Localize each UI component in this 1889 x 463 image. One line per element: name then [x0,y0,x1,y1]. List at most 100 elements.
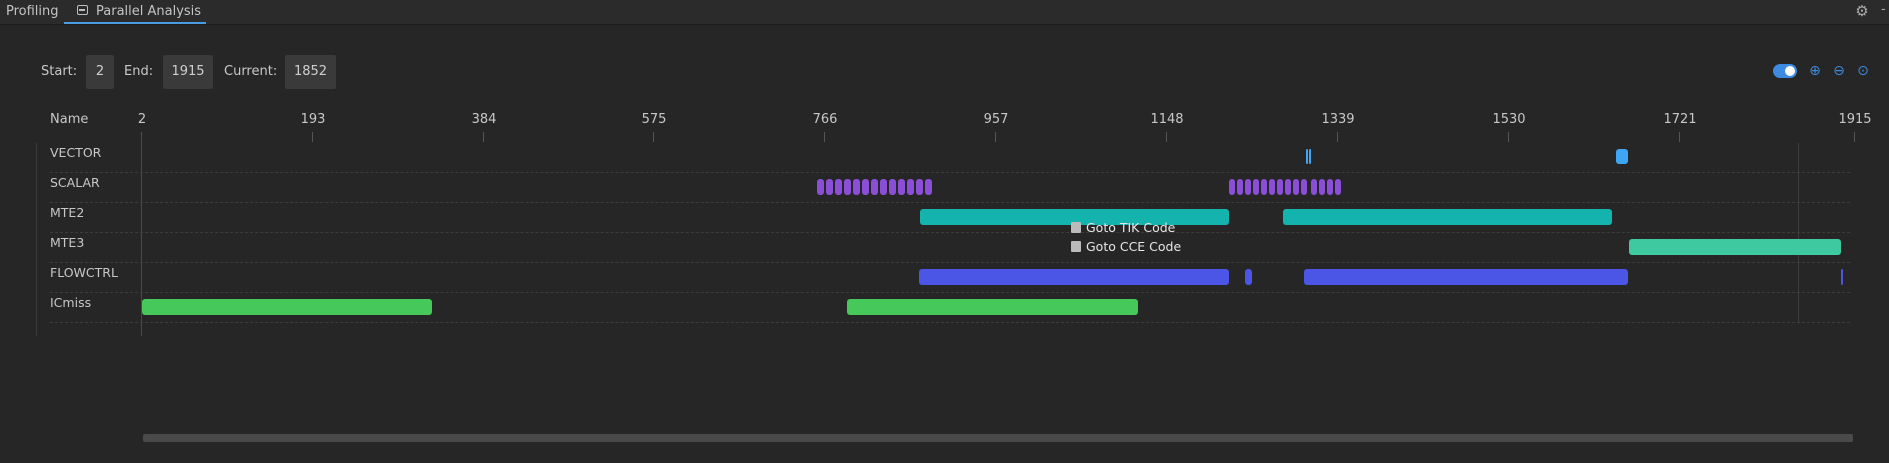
timeline-bar[interactable] [1261,179,1267,195]
parallel-analysis-icon [77,5,88,15]
timeline-bar[interactable] [1269,179,1275,195]
timeline-area [36,143,1873,336]
timeline-bar[interactable] [1327,179,1333,195]
timeline-bar[interactable] [1629,239,1841,255]
timeline-bar[interactable] [1245,179,1251,195]
context-menu: Goto TIK Code Goto CCE Code [1066,219,1196,257]
tab-profiling[interactable]: Profiling [6,4,59,19]
timeline-bar[interactable] [1283,209,1612,225]
timeline-bar[interactable] [889,179,896,195]
start-label: Start: [41,64,78,79]
row-label-vector: VECTOR [50,145,102,160]
row-label-icmiss: ICmiss [50,295,92,310]
row-divider [50,232,1850,233]
row-label-scalar: SCALAR [50,175,100,190]
end-input[interactable]: 1915 [163,55,213,89]
time-tick-mark [995,132,996,142]
end-label: End: [124,64,154,79]
timeline-bar[interactable] [835,179,842,195]
time-tick-mark [483,132,484,142]
time-tick-label: 2 [137,112,147,127]
menu-item-label: Goto TIK Code [1086,220,1176,235]
timeline-bar[interactable] [847,299,1138,315]
time-tick-label: 957 [983,112,1009,127]
time-tick-label: 1721 [1663,112,1697,127]
timeline-bar[interactable] [1616,149,1628,164]
timeline-bar[interactable] [862,179,869,195]
timeline-bar[interactable] [925,179,932,195]
zoom-out-icon[interactable]: ⊖ [1833,63,1845,79]
row-divider [50,292,1850,293]
goto-tik-code-item[interactable]: Goto TIK Code [1071,219,1175,237]
timeline-bar[interactable] [898,179,905,195]
time-tick-mark [312,132,313,142]
zoom-in-icon[interactable]: ⊕ [1809,63,1821,79]
row-label-mte2: MTE2 [50,205,85,220]
goto-cce-code-item[interactable]: Goto CCE Code [1071,238,1181,256]
timeline-bar[interactable] [916,179,923,195]
timeline-bar[interactable] [1311,179,1317,195]
row-label-flowctrl: FLOWCTRL [50,265,118,280]
timeline-bar[interactable] [1335,179,1341,195]
row-divider [50,202,1850,203]
start-marker-line [141,135,142,336]
timeline-bar[interactable] [826,179,833,195]
row-divider [50,322,1850,323]
timeline-bar[interactable] [142,299,432,315]
minimize-icon[interactable]: - [1881,2,1886,17]
timeline-bar[interactable] [871,179,878,195]
timeline-bar[interactable] [1319,179,1325,195]
row-divider [50,262,1850,263]
timeline-bar[interactable] [920,209,1229,225]
time-tick-label: 193 [300,112,326,127]
start-input[interactable]: 2 [86,55,114,89]
reset-zoom-icon[interactable]: ⊙ [1857,63,1869,79]
horizontal-scrollbar[interactable] [143,434,1853,442]
code-icon [1071,222,1081,233]
time-tick-label: 575 [641,112,667,127]
time-tick-mark [1166,132,1167,142]
time-tick-label: 766 [812,112,838,127]
timeline-bar[interactable] [1841,269,1843,285]
tab-label: Parallel Analysis [96,4,202,19]
timeline-bar[interactable] [853,179,860,195]
timeline-bar[interactable] [1277,179,1283,195]
current-marker-line [1798,143,1799,323]
current-label: Current: [224,64,278,79]
timeline-bar[interactable] [1245,269,1252,285]
time-tick-label: 1339 [1321,112,1355,127]
time-tick-mark [1854,132,1855,142]
time-tick-mark [1337,132,1338,142]
time-tick-mark [1679,132,1680,142]
timeline-bar[interactable] [880,179,887,195]
time-tick-label: 1530 [1492,112,1526,127]
time-tick-label: 384 [471,112,497,127]
current-input[interactable]: 1852 [285,55,336,89]
timeline-bar[interactable] [1285,179,1291,195]
time-tick-mark [824,132,825,142]
timeline-bar[interactable] [817,179,824,195]
timeline-bar[interactable] [1253,179,1259,195]
timeline-bar[interactable] [844,179,851,195]
timeline-bar[interactable] [1293,179,1299,195]
menu-item-label: Goto CCE Code [1086,239,1182,254]
tab-parallel-analysis[interactable]: Parallel Analysis [64,0,206,24]
timeline-bar[interactable] [1306,149,1308,164]
timeline-bar[interactable] [1304,269,1628,285]
name-column-header: Name [50,112,89,127]
time-tick-mark [1508,132,1509,142]
timeline-bar[interactable] [907,179,914,195]
toggle-switch[interactable] [1773,64,1797,78]
row-label-mte3: MTE3 [50,235,85,250]
timeline-bar[interactable] [1309,149,1311,164]
time-tick-mark [653,132,654,142]
code-icon [1071,241,1081,252]
tab-bar: Profiling Parallel Analysis ⚙ - [0,0,1889,25]
timeline-bar[interactable] [919,269,1229,285]
time-tick-label: 1148 [1150,112,1184,127]
gear-icon[interactable]: ⚙ [1855,2,1869,20]
timeline-bar[interactable] [1301,179,1307,195]
time-tick-label: 1915 [1838,112,1872,127]
timeline-bar[interactable] [1229,179,1235,195]
timeline-bar[interactable] [1237,179,1243,195]
